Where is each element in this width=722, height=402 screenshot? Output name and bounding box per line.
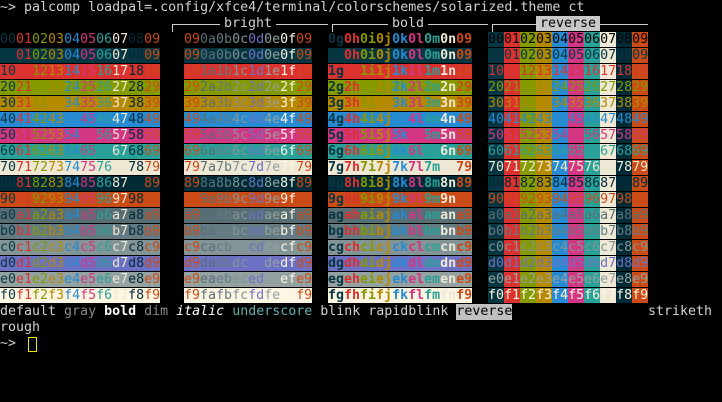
palette-section: c0c1c2c3c4c5c6c7c8c9 <box>0 240 161 255</box>
palette-section: d9dadbdcdddedfd9 <box>168 256 329 272</box>
palette-section: d0d1d2d3d4d5d6d7d8d9 <box>0 256 161 271</box>
style-list: default gray bold dim italic underscore blink r… <box>0 304 513 320</box>
palette-section: 80818283848586878889 <box>488 176 649 191</box>
style-word: dim <box>144 304 169 319</box>
section-header: bold <box>328 16 488 33</box>
header-label: reverse <box>535 16 601 31</box>
palette-section: egeheiejekelemene9 <box>328 272 489 288</box>
palette-section: 30313233343536373839 <box>488 96 649 111</box>
palette-section: 4g4h4i4j4k4l4m4n49 <box>328 112 489 128</box>
palette-section: 494a4b4c4d4e4f49 <box>168 112 329 128</box>
palette-section: a0a1a2a3a4a5a6a7a8a9 <box>488 208 649 223</box>
palette-section: 00010203040506070809 <box>0 48 161 63</box>
prompt: ~> <box>0 336 17 351</box>
style-word: rough <box>0 320 41 335</box>
palette-section: 20212223242526272829 <box>0 80 161 95</box>
palette-section: b0b1b2b3b4b5b6b7b8b9 <box>488 224 649 239</box>
palette-section: 191a1b1c1d1e1f19 <box>168 64 329 80</box>
palette-section: 60616263646566676869 <box>0 144 161 159</box>
palette-section: 696a6b6c6d6e6f69 <box>168 144 329 160</box>
palette-section: 50515253545556575859 <box>0 128 161 143</box>
style-word: reverse <box>456 304 513 320</box>
palette-section: b0b1b2b3b4b5b6b7b8b9 <box>0 224 161 239</box>
palette-section: f0f1f2f3f4f5f6f7f8f9 <box>0 288 161 303</box>
prompt: ~> <box>0 0 17 15</box>
palette-section: 00010203040506070809 <box>488 48 649 63</box>
palette-section: 2g2h2i2j2k2l2m2n29 <box>328 80 489 96</box>
palette-section: d0d1d2d3d4d5d6d7d8d9 <box>488 256 649 271</box>
palette-section: 90919293949596979899 <box>488 192 649 207</box>
palette-section: 8g8h8i8j8k8l8m8n89 <box>328 176 489 192</box>
style-word: default <box>0 304 57 319</box>
palette-section: 090a0b0c0d0e0f09 <box>168 48 329 64</box>
palette-section: 30313233343536373839 <box>0 96 161 111</box>
header-label: bright <box>219 16 277 31</box>
style-word: italic <box>176 304 225 319</box>
palette-section: fgfhfifjfkflfmfnf9 <box>328 288 489 304</box>
palette-section: 40414243444546474849 <box>0 112 161 127</box>
command: palcomp loadpal=.config/xfce4/terminal/c… <box>24 0 585 15</box>
palette-section: c9cacbcccdcecfc9 <box>168 240 329 256</box>
palette-section: 595a5b5c5d5e5f59 <box>168 128 329 144</box>
palette-section: 292a2b2c2d2e2f29 <box>168 80 329 96</box>
palette-section: e0e1e2e3e4e5e6e7e8e9 <box>488 272 649 287</box>
palette-section: 00010203040506070809 <box>488 32 649 47</box>
style-word: underscore <box>232 304 313 319</box>
palette-section: agahaiajakalamana9 <box>328 208 489 224</box>
palette-section: 999a9b9c9d9e9f99 <box>168 192 329 208</box>
palette-section: c0c1c2c3c4c5c6c7c8c9 <box>488 240 649 255</box>
command-line: ~> palcomp loadpal=.config/xfce4/termina… <box>0 0 584 16</box>
palette-section: 5g5h5i5j5k5l5m5n59 <box>328 128 489 144</box>
palette-section: 898a8b8c8d8e8f89 <box>168 176 329 192</box>
palette-section: 393a3b3c3d3e3f39 <box>168 96 329 112</box>
palette-section: e9eaebecedeeefe9 <box>168 272 329 288</box>
palette-section: b9babbbcbdbebfb9 <box>168 224 329 240</box>
palette-section: 10111213141516171819 <box>0 64 161 79</box>
palette-section: 090a0b0c0d0e0f09 <box>168 32 329 48</box>
palette-section: 40414243444546474849 <box>488 112 649 127</box>
palette-section: 70717273747576777879 <box>0 160 161 175</box>
palette-section: f0f1f2f3f4f5f6f7f8f9 <box>488 288 649 303</box>
style-word: gray <box>64 304 97 319</box>
palette-section: 1g1h1i1j1k1l1m1n19 <box>328 64 489 80</box>
palette-section: 0g0h0i0j0k0l0m0n09 <box>328 32 489 48</box>
style-word: bold <box>104 304 137 319</box>
palette-section: bgbhbibjbkblbmbnb9 <box>328 224 489 240</box>
palette-section: 20212223242526272829 <box>488 80 649 95</box>
style-word: rapidblink <box>368 304 449 319</box>
palette-section: a9aaabacadaeafa9 <box>168 208 329 224</box>
palette-section: 6g6h6i6j6k6l6m6n69 <box>328 144 489 160</box>
palette-section: 0g0h0i0j0k0l0m0n09 <box>328 48 489 64</box>
palette-section: 00010203040506070809 <box>0 32 161 47</box>
palette-section: dgdhdidjdkdldmdnd9 <box>328 256 489 272</box>
style-word: striketh <box>648 304 713 319</box>
section-header: reverse <box>488 16 648 33</box>
section-header: bright <box>168 16 328 33</box>
palette-section: 50515253545556575859 <box>488 128 649 143</box>
style-word: blink <box>320 304 361 319</box>
palette-section: 7g7h7i7j7k7l7m7n79 <box>328 160 489 176</box>
palette-section: a0a1a2a3a4a5a6a7a8a9 <box>0 208 161 223</box>
palette-section: 797a7b7c7d7e7f79 <box>168 160 329 176</box>
cursor <box>28 337 37 352</box>
header-label: bold <box>387 16 429 31</box>
palette-section: f9fafbfcfdfefff9 <box>168 288 329 304</box>
palette-section: 10111213141516171819 <box>488 64 649 79</box>
palette-section: 60616263646566676869 <box>488 144 649 159</box>
palette-section: 90919293949596979899 <box>0 192 161 207</box>
palette-section: cgchcicjckclcmcnc9 <box>328 240 489 256</box>
palette-section: 70717273747576777879 <box>488 160 649 175</box>
palette-section: 80818283848586878889 <box>0 176 161 191</box>
palette-section: 9g9h9i9j9k9l9m9n99 <box>328 192 489 208</box>
palette-section: 3g3h3i3j3k3l3m3n39 <box>328 96 489 112</box>
palette-section: e0e1e2e3e4e5e6e7e8e9 <box>0 272 161 287</box>
